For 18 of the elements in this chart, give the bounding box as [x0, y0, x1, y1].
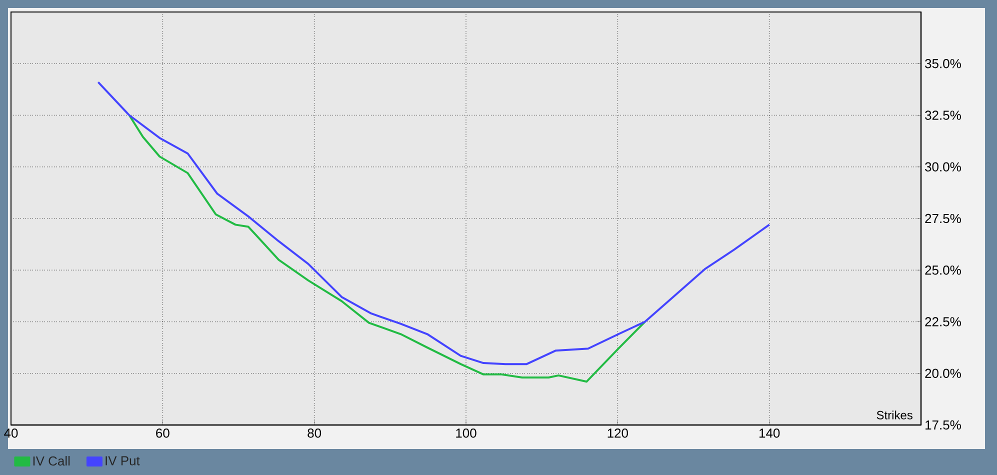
x-tick-label: 60: [156, 428, 170, 438]
y-tick-label: 20.0%: [925, 368, 961, 378]
legend-label: IV Put: [106, 456, 140, 466]
x-tick-label: 120: [608, 428, 628, 438]
y-tick-label: 32.5%: [925, 110, 961, 120]
x-axis-title: Strikes: [876, 410, 912, 420]
y-tick-label: 35.0%: [925, 59, 961, 68]
legend-label: IV Call: [33, 456, 70, 466]
y-tick-label: 22.5%: [925, 317, 961, 326]
x-tick-label: 100: [456, 428, 476, 438]
x-tick-label: 140: [759, 428, 780, 438]
y-tick-label: 17.5%: [926, 420, 961, 430]
line-series: [128, 114, 646, 383]
x-tick-label: 80: [308, 428, 322, 438]
y-tick-label: 25.0%: [925, 266, 961, 275]
y-tick-label: 27.5%: [925, 214, 961, 224]
y-tick-label: 30.0%: [925, 162, 961, 172]
line-series: [97, 81, 770, 366]
